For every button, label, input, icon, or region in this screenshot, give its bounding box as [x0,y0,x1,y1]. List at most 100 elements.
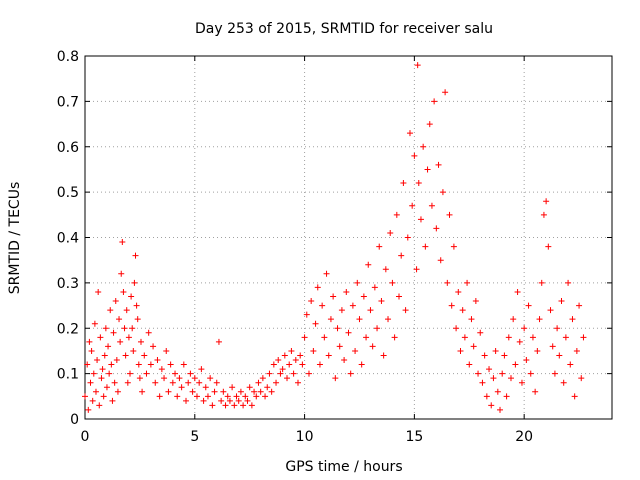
data-point [477,329,484,336]
data-point [178,384,185,391]
data-point [424,166,431,173]
y-tick-label: 0.3 [57,276,79,292]
data-point [240,402,247,409]
data-point [91,320,98,327]
data-point [123,307,130,314]
data-point [167,361,174,368]
data-point [266,370,273,377]
data-point [466,361,473,368]
data-point [448,302,455,309]
data-point [525,302,532,309]
data-point [457,347,464,354]
data-point [571,393,578,400]
data-point [349,302,356,309]
data-point [191,375,198,382]
data-point [122,352,129,359]
data-point [450,243,457,250]
data-point [89,397,96,404]
y-tick-label: 0.8 [57,49,79,65]
data-point [415,180,422,187]
data-point [163,347,170,354]
data-point [220,388,227,395]
data-point [382,266,389,273]
data-point [156,393,163,400]
data-point [98,375,105,382]
data-point [446,211,453,218]
data-point [529,334,536,341]
data-point [244,397,251,404]
data-point [343,288,350,295]
data-point [226,397,233,404]
data-point [551,370,558,377]
data-point [248,402,255,409]
data-point [129,325,136,332]
data-point [111,379,118,386]
data-point [431,98,438,105]
data-point [510,316,517,323]
data-point [363,334,370,341]
data-point [180,361,187,368]
data-point [224,393,231,400]
data-point [435,161,442,168]
data-point [264,384,271,391]
data-point [404,234,411,241]
data-point [113,357,120,364]
data-point [488,402,495,409]
data-point [437,257,444,264]
data-point [150,343,157,350]
data-point [426,121,433,128]
data-point [547,307,554,314]
data-point [101,352,108,359]
data-point [259,375,266,382]
data-point [549,343,556,350]
data-point [314,284,321,291]
y-tick-label: 0.7 [57,94,79,110]
data-point [235,397,242,404]
data-point [193,393,200,400]
data-point [402,307,409,314]
data-point [176,375,183,382]
data-point [218,397,225,404]
data-point [360,293,367,300]
data-point [86,338,93,345]
data-point [213,379,220,386]
y-tick-label: 0 [70,412,79,428]
data-point [106,370,113,377]
data-point [536,316,543,323]
data-point [560,379,567,386]
data-point [211,388,218,395]
data-point [413,266,420,273]
data-point [290,370,297,377]
data-point [288,347,295,354]
x-axis-label: GPS time / hours [285,459,402,475]
data-point [468,316,475,323]
data-point [556,352,563,359]
data-point [105,343,112,350]
data-point [494,388,501,395]
data-point [174,393,181,400]
data-point [567,361,574,368]
data-point [305,370,312,377]
data-point [330,293,337,300]
data-point [262,393,269,400]
data-point [94,357,101,364]
data-point [103,384,110,391]
data-point [124,379,131,386]
data-point [400,180,407,187]
data-point [439,189,446,196]
data-point [371,284,378,291]
data-point [275,357,282,364]
data-point [82,393,88,400]
data-point [334,325,341,332]
x-tick-label: 10 [296,429,314,445]
data-point [85,406,92,413]
data-point [497,406,504,413]
data-point [396,293,403,300]
data-point [336,343,343,350]
data-point [391,334,398,341]
data-point [538,279,545,286]
data-point [527,370,534,377]
data-point [255,379,262,386]
data-point [490,375,497,382]
data-point [308,298,315,305]
